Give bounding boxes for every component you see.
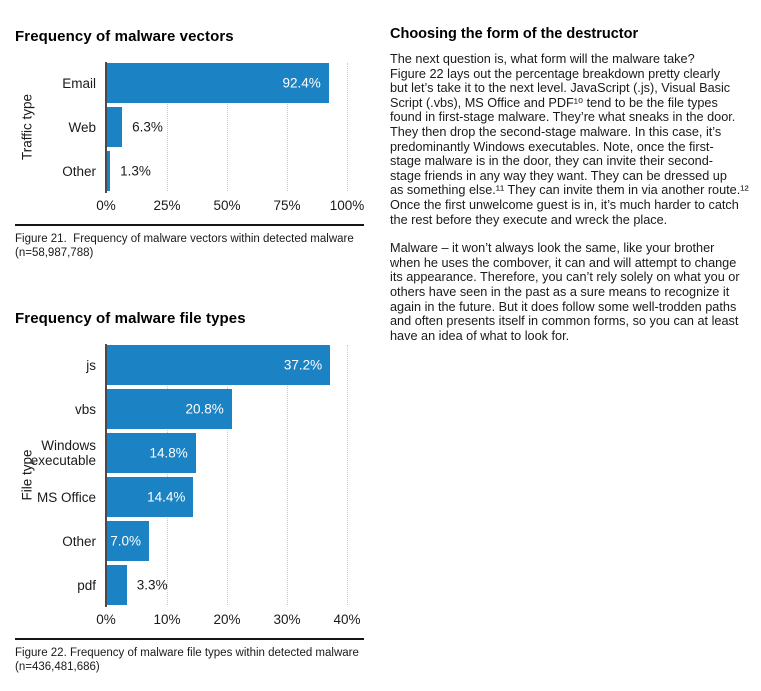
category-label: Other (62, 533, 96, 549)
category-label: MS Office (36, 489, 96, 505)
gridlines (107, 345, 348, 605)
plot-area: File type js 37.2% vbs 20.8% Windows executa… (15, 344, 364, 607)
bar-track: 20.8% (107, 389, 364, 429)
figure-caption: Figure 21. Frequency of malware vectors … (15, 233, 354, 259)
x-axis-tick-labels: 0% 25% 50% 75% 100% (96, 198, 365, 215)
bar-value-label: 3.3% (136, 577, 168, 593)
x-tick-label: 0% (96, 198, 116, 213)
malware-vectors-chart: Frequency of malware vectors Traffic typ… (15, 29, 364, 260)
bar-track: 14.8% (107, 433, 364, 473)
bar-rows: js 37.2% vbs 20.8% Windows executable 14.8% MS… (15, 345, 364, 605)
body-paragraph-1: The next question is, what form will the… (390, 52, 749, 227)
chart-row: Email 92.4% (15, 63, 364, 103)
x-tick-label: 40% (333, 612, 361, 627)
bar-value-label: 1.3% (120, 163, 151, 179)
bar-value-label: 20.8% (185, 401, 224, 417)
category-label: pdf (77, 577, 96, 593)
category-label: Windows executable (30, 438, 96, 468)
chart-title: Frequency of malware vectors (15, 28, 234, 45)
x-tick-label: 10% (153, 612, 181, 627)
x-tick-label: 75% (273, 198, 301, 213)
figure-caption: Figure 22. Frequency of malware file typ… (15, 647, 359, 673)
bar-other: 7.0% (107, 521, 149, 561)
category-label: Other (62, 163, 96, 179)
bar-value-label: 7.0% (110, 533, 141, 549)
bar-track: 7.0% (107, 521, 364, 561)
bar-js: 37.2% (107, 345, 331, 385)
bar-track: 37.2% (107, 345, 364, 385)
x-tick-label: 20% (213, 612, 241, 627)
x-tick-label: 0% (96, 612, 116, 627)
chart-title: Frequency of malware file types (15, 310, 246, 327)
x-tick-label: 50% (213, 198, 241, 213)
chart-row: Other 1.3% (15, 151, 364, 191)
bar-vbs: 20.8% (107, 389, 232, 429)
gridline (347, 345, 348, 605)
bar-other (107, 151, 111, 191)
x-tick-label: 25% (153, 198, 181, 213)
bar-ms-office: 14.4% (107, 477, 194, 517)
y-axis-label: File type (19, 449, 35, 501)
x-tick-label: 30% (273, 612, 301, 627)
category-label: Email (62, 75, 96, 91)
gridline (287, 345, 288, 605)
bar-track: 6.3% (107, 107, 364, 147)
gridline (227, 345, 228, 605)
x-axis-tick-labels: 0% 10% 20% 30% 40% (96, 612, 364, 629)
category-label: vbs (74, 401, 96, 417)
gridline (287, 63, 288, 191)
y-axis-line (105, 344, 107, 607)
chart-row: Other 7.0% (15, 521, 364, 561)
plot-area: Traffic type Email 92.4% Web 6.3% Other 1.3% (15, 62, 364, 193)
bar-track: 3.3% (107, 565, 364, 605)
gridline (347, 63, 348, 191)
bar-web (107, 107, 123, 147)
chart-row: vbs 20.8% (15, 389, 364, 429)
bar-value-label: 37.2% (283, 357, 323, 373)
x-tick-label: 100% (329, 198, 365, 213)
bar-value-label: 6.3% (132, 119, 163, 135)
section-heading: Choosing the form of the destructor (390, 26, 639, 42)
bar-track: 92.4% (107, 63, 364, 103)
bar-value-label: 14.4% (147, 489, 186, 505)
chart-row: MS Office 14.4% (15, 477, 364, 517)
bar-value-label: 14.8% (149, 445, 188, 461)
malware-file-types-chart: Frequency of malware file types File typ… (15, 311, 364, 674)
chart-row: Windows executable 14.8% (15, 433, 364, 473)
category-label: js (86, 357, 96, 373)
bar-rows: Email 92.4% Web 6.3% Other 1.3% (15, 63, 364, 191)
chart-row: pdf 3.3% (15, 565, 364, 605)
bar-pdf (107, 565, 127, 605)
gridlines (107, 63, 348, 191)
caption-divider (15, 638, 364, 640)
chart-row: Web 6.3% (15, 107, 364, 147)
y-axis-line (105, 62, 107, 193)
text-column: Choosing the form of the destructor The … (390, 26, 761, 357)
gridline (227, 63, 228, 191)
caption-divider (15, 224, 364, 226)
bar-track: 1.3% (107, 151, 364, 191)
category-label: Web (68, 119, 96, 135)
bar-track: 14.4% (107, 477, 364, 517)
chart-row: js 37.2% (15, 345, 364, 385)
gridline (167, 345, 168, 605)
gridline (167, 63, 168, 191)
y-axis-label: Traffic type (19, 93, 35, 161)
body-paragraph-2: Malware – it won’t always look the same,… (390, 241, 740, 343)
bar-value-label: 92.4% (282, 75, 321, 91)
bar-email: 92.4% (107, 63, 329, 103)
bar-windows-executable: 14.8% (107, 433, 196, 473)
